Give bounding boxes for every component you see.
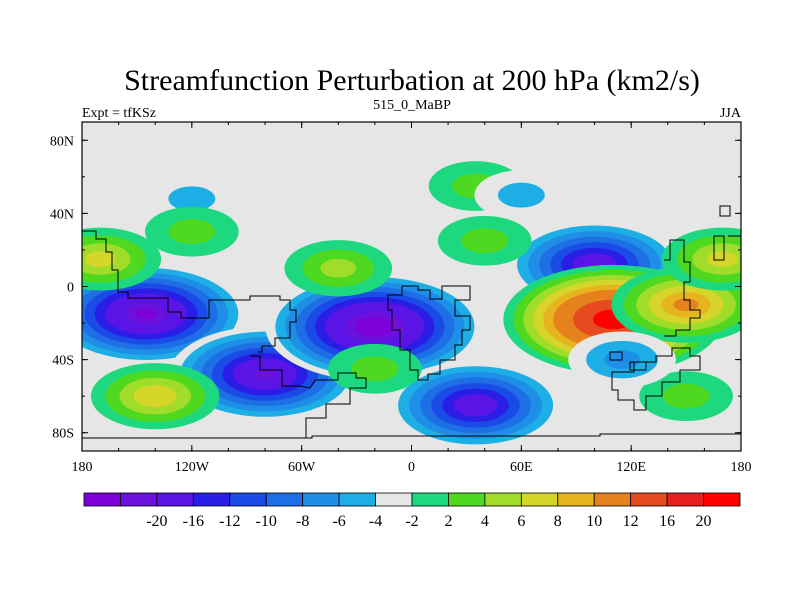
x-axis: 180 120W 60W 0 60E 120E 180 bbox=[72, 122, 752, 475]
anomaly-center bbox=[639, 371, 733, 422]
colorbar-label: -2 bbox=[405, 513, 418, 530]
colorbar-label: 20 bbox=[696, 513, 712, 530]
coast-antarctica bbox=[82, 433, 741, 439]
colorbar-swatch bbox=[192, 492, 231, 507]
coast-north-america bbox=[82, 230, 297, 353]
y-tick-label: 40N bbox=[50, 207, 74, 222]
colorbar-swatch bbox=[229, 492, 267, 507]
anomaly-center bbox=[169, 326, 361, 423]
anomaly-center bbox=[284, 240, 393, 297]
contour-band bbox=[85, 251, 116, 267]
y-axis: 80N 40N 0 40S 80S bbox=[50, 134, 741, 442]
anomaly-center bbox=[265, 272, 485, 382]
coast-south-america bbox=[250, 355, 367, 439]
colorbar-swatch bbox=[593, 492, 632, 507]
colorbar-label: 12 bbox=[623, 513, 639, 530]
anomaly-center bbox=[144, 206, 239, 257]
anomaly-center bbox=[661, 227, 741, 291]
colorbar-swatch bbox=[375, 492, 413, 507]
colorbar-swatch bbox=[520, 492, 559, 507]
colorbar-label: -4 bbox=[369, 513, 382, 530]
x-tick-label: 0 bbox=[408, 460, 415, 475]
colorbar-swatch bbox=[338, 492, 376, 507]
case-label: 515_0_MaBP bbox=[373, 98, 451, 113]
contour-band bbox=[320, 258, 357, 278]
coastline-outline bbox=[82, 205, 741, 439]
colorbar-label: 8 bbox=[554, 513, 562, 530]
x-tick-label: 120E bbox=[616, 460, 646, 475]
colorbar-label: -12 bbox=[219, 513, 240, 530]
coast-east-asia-islands bbox=[713, 205, 731, 261]
colorbar-swatch bbox=[703, 492, 741, 507]
colorbar-label: -6 bbox=[332, 513, 345, 530]
colorbar-swatch bbox=[302, 492, 340, 507]
contour-band bbox=[351, 356, 399, 382]
contour-field bbox=[82, 161, 741, 450]
colorbar-label: -20 bbox=[146, 513, 167, 530]
anomaly-center bbox=[82, 227, 162, 291]
contour-band bbox=[673, 298, 699, 312]
x-tick-label: 60W bbox=[288, 460, 316, 475]
contour-band bbox=[464, 399, 487, 411]
colorbar: -20 -16 -12 -10 -8 -6 -4 -2 2 4 6 8 10 12 16 20 bbox=[83, 492, 741, 530]
contour-band bbox=[662, 383, 710, 409]
coast-asia bbox=[664, 239, 701, 337]
colorbar-label: 6 bbox=[517, 513, 525, 530]
y-tick-label: 80S bbox=[52, 427, 74, 442]
colorbar-label: -16 bbox=[183, 513, 204, 530]
colorbar-label: 16 bbox=[659, 513, 675, 530]
colorbar-label: 10 bbox=[586, 513, 602, 530]
colorbar-swatch bbox=[411, 492, 449, 507]
colorbar-label: 4 bbox=[481, 513, 489, 530]
colorbar-label: -8 bbox=[296, 513, 309, 530]
contour-band bbox=[168, 186, 216, 212]
contour-band bbox=[135, 308, 157, 320]
colorbar-swatch bbox=[666, 492, 704, 507]
colorbar-label: -10 bbox=[256, 513, 277, 530]
colorbar-swatch bbox=[265, 492, 304, 507]
season-label: JJA bbox=[720, 106, 742, 121]
colorbar-swatch bbox=[83, 492, 121, 507]
experiment-label: Expt = tfKSz bbox=[82, 106, 156, 121]
contour-band bbox=[168, 219, 216, 245]
colorbar-swatch bbox=[120, 492, 158, 507]
y-tick-label: 80N bbox=[50, 134, 74, 149]
anomaly-center bbox=[437, 215, 532, 266]
y-tick-label: 0 bbox=[67, 281, 74, 296]
x-tick-label: 60E bbox=[510, 460, 533, 475]
colorbar-swatch bbox=[448, 492, 486, 507]
contour-band bbox=[254, 368, 276, 380]
contour-band bbox=[133, 385, 177, 408]
contour-band bbox=[707, 251, 738, 267]
colorbar-swatch bbox=[557, 492, 595, 507]
anomaly-center bbox=[328, 343, 422, 394]
coast-africa bbox=[387, 285, 471, 381]
anomaly-center bbox=[90, 363, 220, 430]
colorbar-swatch bbox=[630, 492, 668, 507]
x-tick-label: 180 bbox=[731, 460, 752, 475]
contour-band bbox=[461, 228, 509, 254]
colorbar-swatch bbox=[484, 492, 522, 507]
figure-title: Streamfunction Perturbation at 200 hPa (… bbox=[124, 64, 700, 97]
colorbar-label: 2 bbox=[444, 513, 452, 530]
anomaly-center bbox=[474, 170, 569, 220]
x-tick-label: 120W bbox=[175, 460, 210, 475]
anomaly-center bbox=[386, 360, 565, 450]
coast-australia bbox=[611, 347, 701, 411]
y-tick-label: 40S bbox=[52, 354, 74, 369]
contour-band bbox=[364, 321, 385, 332]
x-tick-label: 180 bbox=[72, 460, 93, 475]
colorbar-swatch bbox=[156, 492, 194, 507]
contour-band bbox=[497, 182, 545, 208]
